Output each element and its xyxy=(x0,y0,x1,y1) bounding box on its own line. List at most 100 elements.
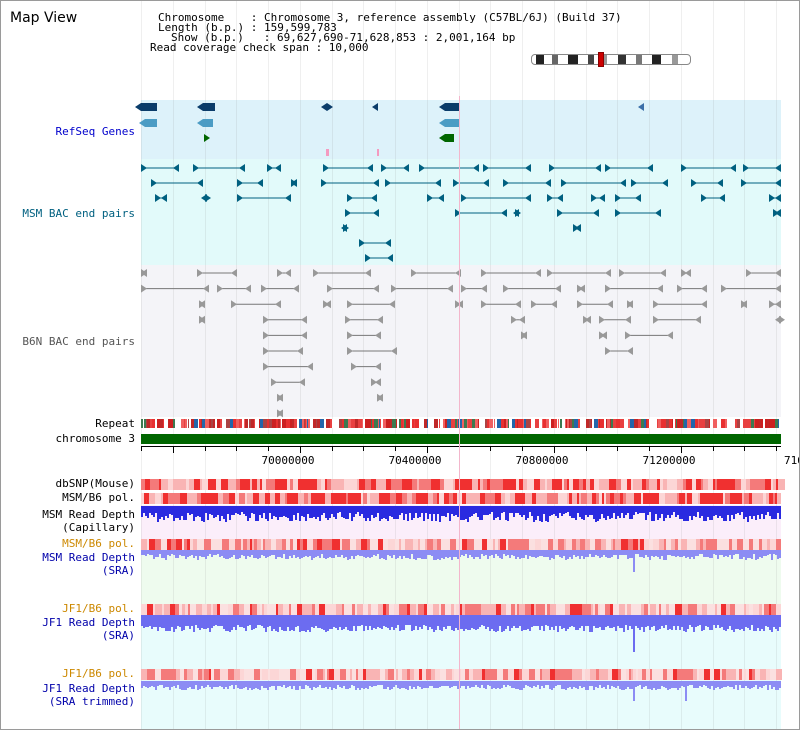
msm-bac-end[interactable] xyxy=(257,179,263,187)
msm-bac-end[interactable] xyxy=(403,164,409,172)
b6n-bac-end[interactable] xyxy=(347,347,353,355)
b6n-bac-end[interactable] xyxy=(701,284,707,293)
b6n-bac-end[interactable] xyxy=(461,284,467,293)
b6n-bac-end[interactable] xyxy=(373,284,379,293)
refseq-gene-arrow[interactable] xyxy=(439,103,445,111)
msm-bac-end[interactable] xyxy=(435,179,441,187)
b6n-bac-end[interactable] xyxy=(299,378,305,387)
msm-bac-end[interactable] xyxy=(367,164,373,172)
b6n-bac-end[interactable] xyxy=(231,300,237,309)
msm-bac-end[interactable] xyxy=(719,194,725,202)
b6n-bac-end[interactable] xyxy=(141,284,147,293)
b6n-bac-end[interactable] xyxy=(391,347,397,355)
msm-bac-end[interactable] xyxy=(419,164,425,172)
msm-bac-end[interactable] xyxy=(503,179,509,187)
msm-bac-end[interactable] xyxy=(201,194,207,202)
b6n-bac-end[interactable] xyxy=(531,300,537,309)
b6n-bac-end[interactable] xyxy=(365,269,371,277)
b6n-bac-end[interactable] xyxy=(347,331,353,340)
jf1-depth-trim-bars[interactable] xyxy=(141,681,781,701)
refseq-gene[interactable] xyxy=(445,119,460,127)
msm-bac-end[interactable] xyxy=(161,194,167,202)
b6n-bac-end[interactable] xyxy=(653,315,659,324)
b6n-bac-end[interactable] xyxy=(627,347,633,355)
msm-bac-end[interactable] xyxy=(193,164,199,172)
msm-bac-end[interactable] xyxy=(455,209,461,217)
msm-bac-end[interactable] xyxy=(717,179,723,187)
b6n-bac-end[interactable] xyxy=(377,315,383,324)
b6n-bac-end[interactable] xyxy=(547,269,553,277)
msm-bac-end[interactable] xyxy=(239,164,245,172)
b6n-bac-end[interactable] xyxy=(657,284,663,293)
ideogram-position-marker[interactable] xyxy=(598,52,604,67)
refseq-gene[interactable] xyxy=(145,119,157,127)
b6n-bac-end[interactable] xyxy=(695,315,701,324)
msm-bac-end[interactable] xyxy=(371,194,377,202)
msm-bac-end[interactable] xyxy=(321,179,327,187)
refseq-gene-arrow[interactable] xyxy=(204,134,210,142)
b6n-bac-end[interactable] xyxy=(245,284,251,293)
msm-bac-end[interactable] xyxy=(743,164,749,172)
b6n-bac-end[interactable] xyxy=(325,300,331,309)
chromosome-ideogram[interactable] xyxy=(531,54,691,65)
msm-bac-end[interactable] xyxy=(557,209,563,217)
msm-b6-pol-heatmap[interactable] xyxy=(141,493,781,504)
refseq-gene[interactable] xyxy=(203,103,215,111)
msm-depth-capillary-bars[interactable] xyxy=(141,506,781,542)
refseq-gene[interactable] xyxy=(377,149,379,156)
msm-bac-end[interactable] xyxy=(345,209,351,217)
b6n-bac-end[interactable] xyxy=(775,284,781,293)
refseq-gene-arrow[interactable] xyxy=(135,103,141,111)
b6n-bac-end[interactable] xyxy=(375,378,381,387)
b6n-bac-end[interactable] xyxy=(197,269,203,277)
b6n-bac-end[interactable] xyxy=(457,300,463,309)
msm-bac-end[interactable] xyxy=(197,179,203,187)
msm-bac-end[interactable] xyxy=(691,179,697,187)
b6n-bac-end[interactable] xyxy=(345,315,351,324)
b6n-bac-end[interactable] xyxy=(503,284,509,293)
msm-bac-end[interactable] xyxy=(549,164,555,172)
msm-bac-end[interactable] xyxy=(547,194,553,202)
b6n-bac-end[interactable] xyxy=(685,269,691,277)
b6n-bac-end[interactable] xyxy=(625,315,631,324)
msm-bac-end[interactable] xyxy=(275,164,281,172)
msm-bac-end[interactable] xyxy=(373,179,379,187)
msm-bac-end[interactable] xyxy=(323,164,329,172)
msm-bac-end[interactable] xyxy=(347,194,353,202)
refseq-gene-arrow[interactable] xyxy=(197,103,203,111)
msm-bac-end[interactable] xyxy=(381,164,387,172)
msm-bac-end[interactable] xyxy=(285,194,291,202)
msm-bac-end[interactable] xyxy=(615,194,621,202)
b6n-bac-end[interactable] xyxy=(667,331,673,340)
b6n-bac-end[interactable] xyxy=(605,284,611,293)
b6n-bac-end[interactable] xyxy=(375,331,381,340)
msm-bac-end[interactable] xyxy=(385,179,391,187)
b6n-bac-end[interactable] xyxy=(775,300,781,309)
msm-bac-end[interactable] xyxy=(591,194,597,202)
msm-bac-end[interactable] xyxy=(620,179,626,187)
b6n-bac-end[interactable] xyxy=(653,300,659,309)
b6n-bac-end[interactable] xyxy=(619,269,625,277)
b6n-bac-end[interactable] xyxy=(481,300,487,309)
msm-bac-end[interactable] xyxy=(775,194,781,202)
msm-bac-end[interactable] xyxy=(605,164,611,172)
b6n-bac-end[interactable] xyxy=(769,300,775,309)
msm-bac-end[interactable] xyxy=(461,194,467,202)
msm-bac-end[interactable] xyxy=(701,194,707,202)
b6n-bac-end[interactable] xyxy=(391,284,397,293)
b6n-bac-end[interactable] xyxy=(389,300,395,309)
msm-bac-end[interactable] xyxy=(575,224,581,232)
b6n-bac-end[interactable] xyxy=(605,269,611,277)
msm-bac-end[interactable] xyxy=(385,239,391,247)
b6n-bac-end[interactable] xyxy=(263,362,269,371)
msm-bac-end[interactable] xyxy=(681,164,687,172)
b6n-bac-end[interactable] xyxy=(741,300,747,309)
refseq-gene-arrow[interactable] xyxy=(638,103,644,111)
msm-bac-end[interactable] xyxy=(173,164,179,172)
b6n-bac-label[interactable]: B6N BAC end pairs xyxy=(22,335,135,348)
msm-bac-end[interactable] xyxy=(373,209,379,217)
jf1-depth-sra-bars[interactable] xyxy=(141,615,781,655)
b6n-bac-end[interactable] xyxy=(217,284,223,293)
b6n-bac-end[interactable] xyxy=(555,284,561,293)
